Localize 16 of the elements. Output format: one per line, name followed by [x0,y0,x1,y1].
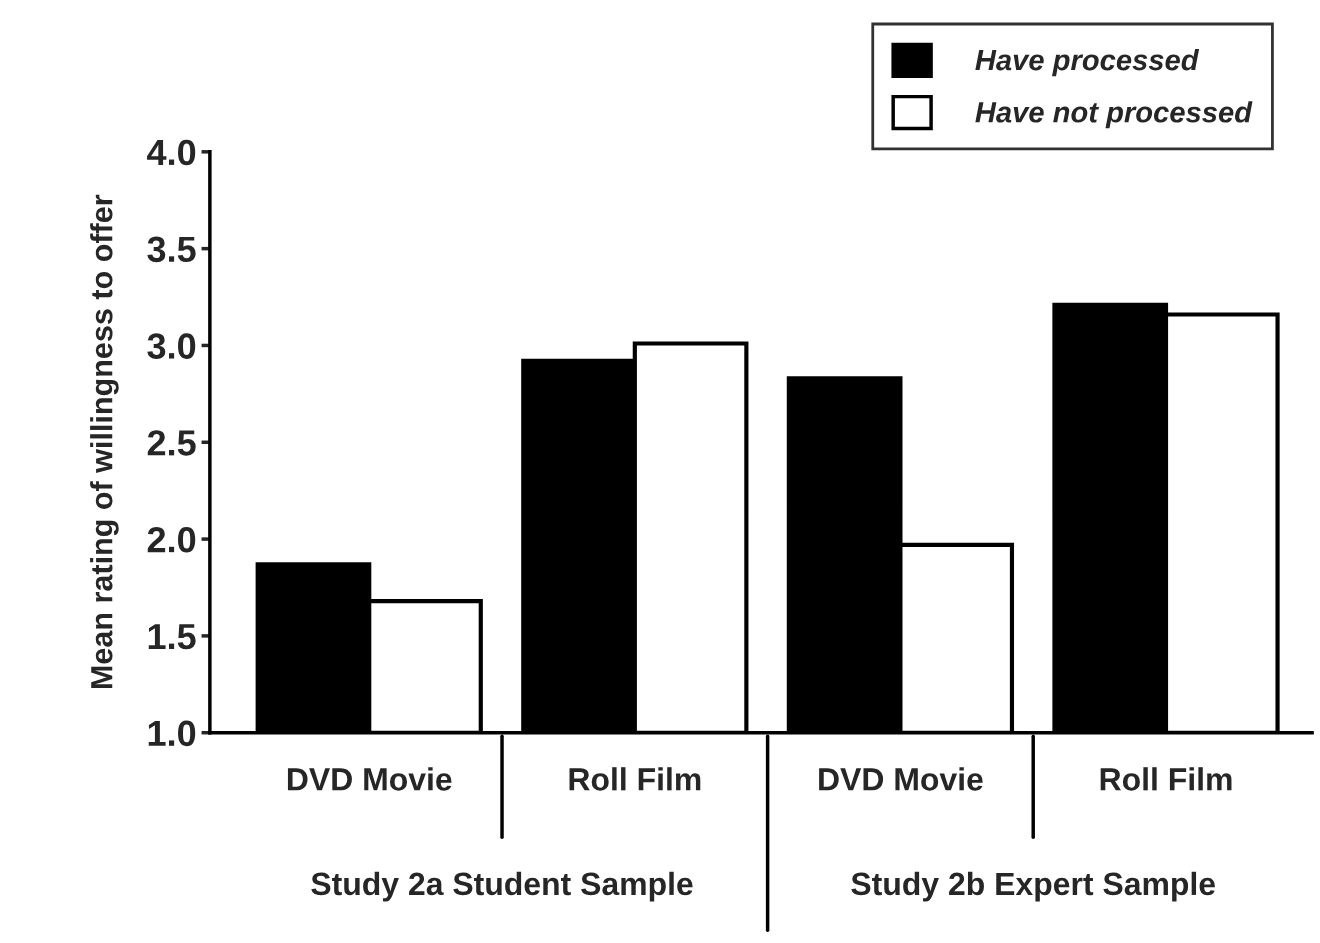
y-tick-label: 3.5 [147,236,196,263]
y-tick-label: 1.0 [148,720,196,747]
y-tick-label: 1.5 [148,624,196,650]
y-axis-title: Mean rating of willingness to offer [90,194,119,689]
legend-label: Have processed [975,48,1200,77]
y-tick-label: 3.0 [147,333,196,359]
x-tick-label: Roll Film [569,767,701,791]
y-tick-label: 2.5 [147,430,196,456]
text: Study 2b Expert Sample [851,871,1215,902]
y-tick-label: 2.0 [147,526,196,553]
x-tick-label: DVD Movie [819,767,983,791]
text: Study 2a Student Sample [311,871,693,902]
x-tick-label: DVD Movie [287,767,452,791]
y-tick-label: 4.0 [147,139,196,166]
legend-label: Have not processed [975,101,1253,129]
x-tick-label: Roll Film [1100,767,1232,791]
